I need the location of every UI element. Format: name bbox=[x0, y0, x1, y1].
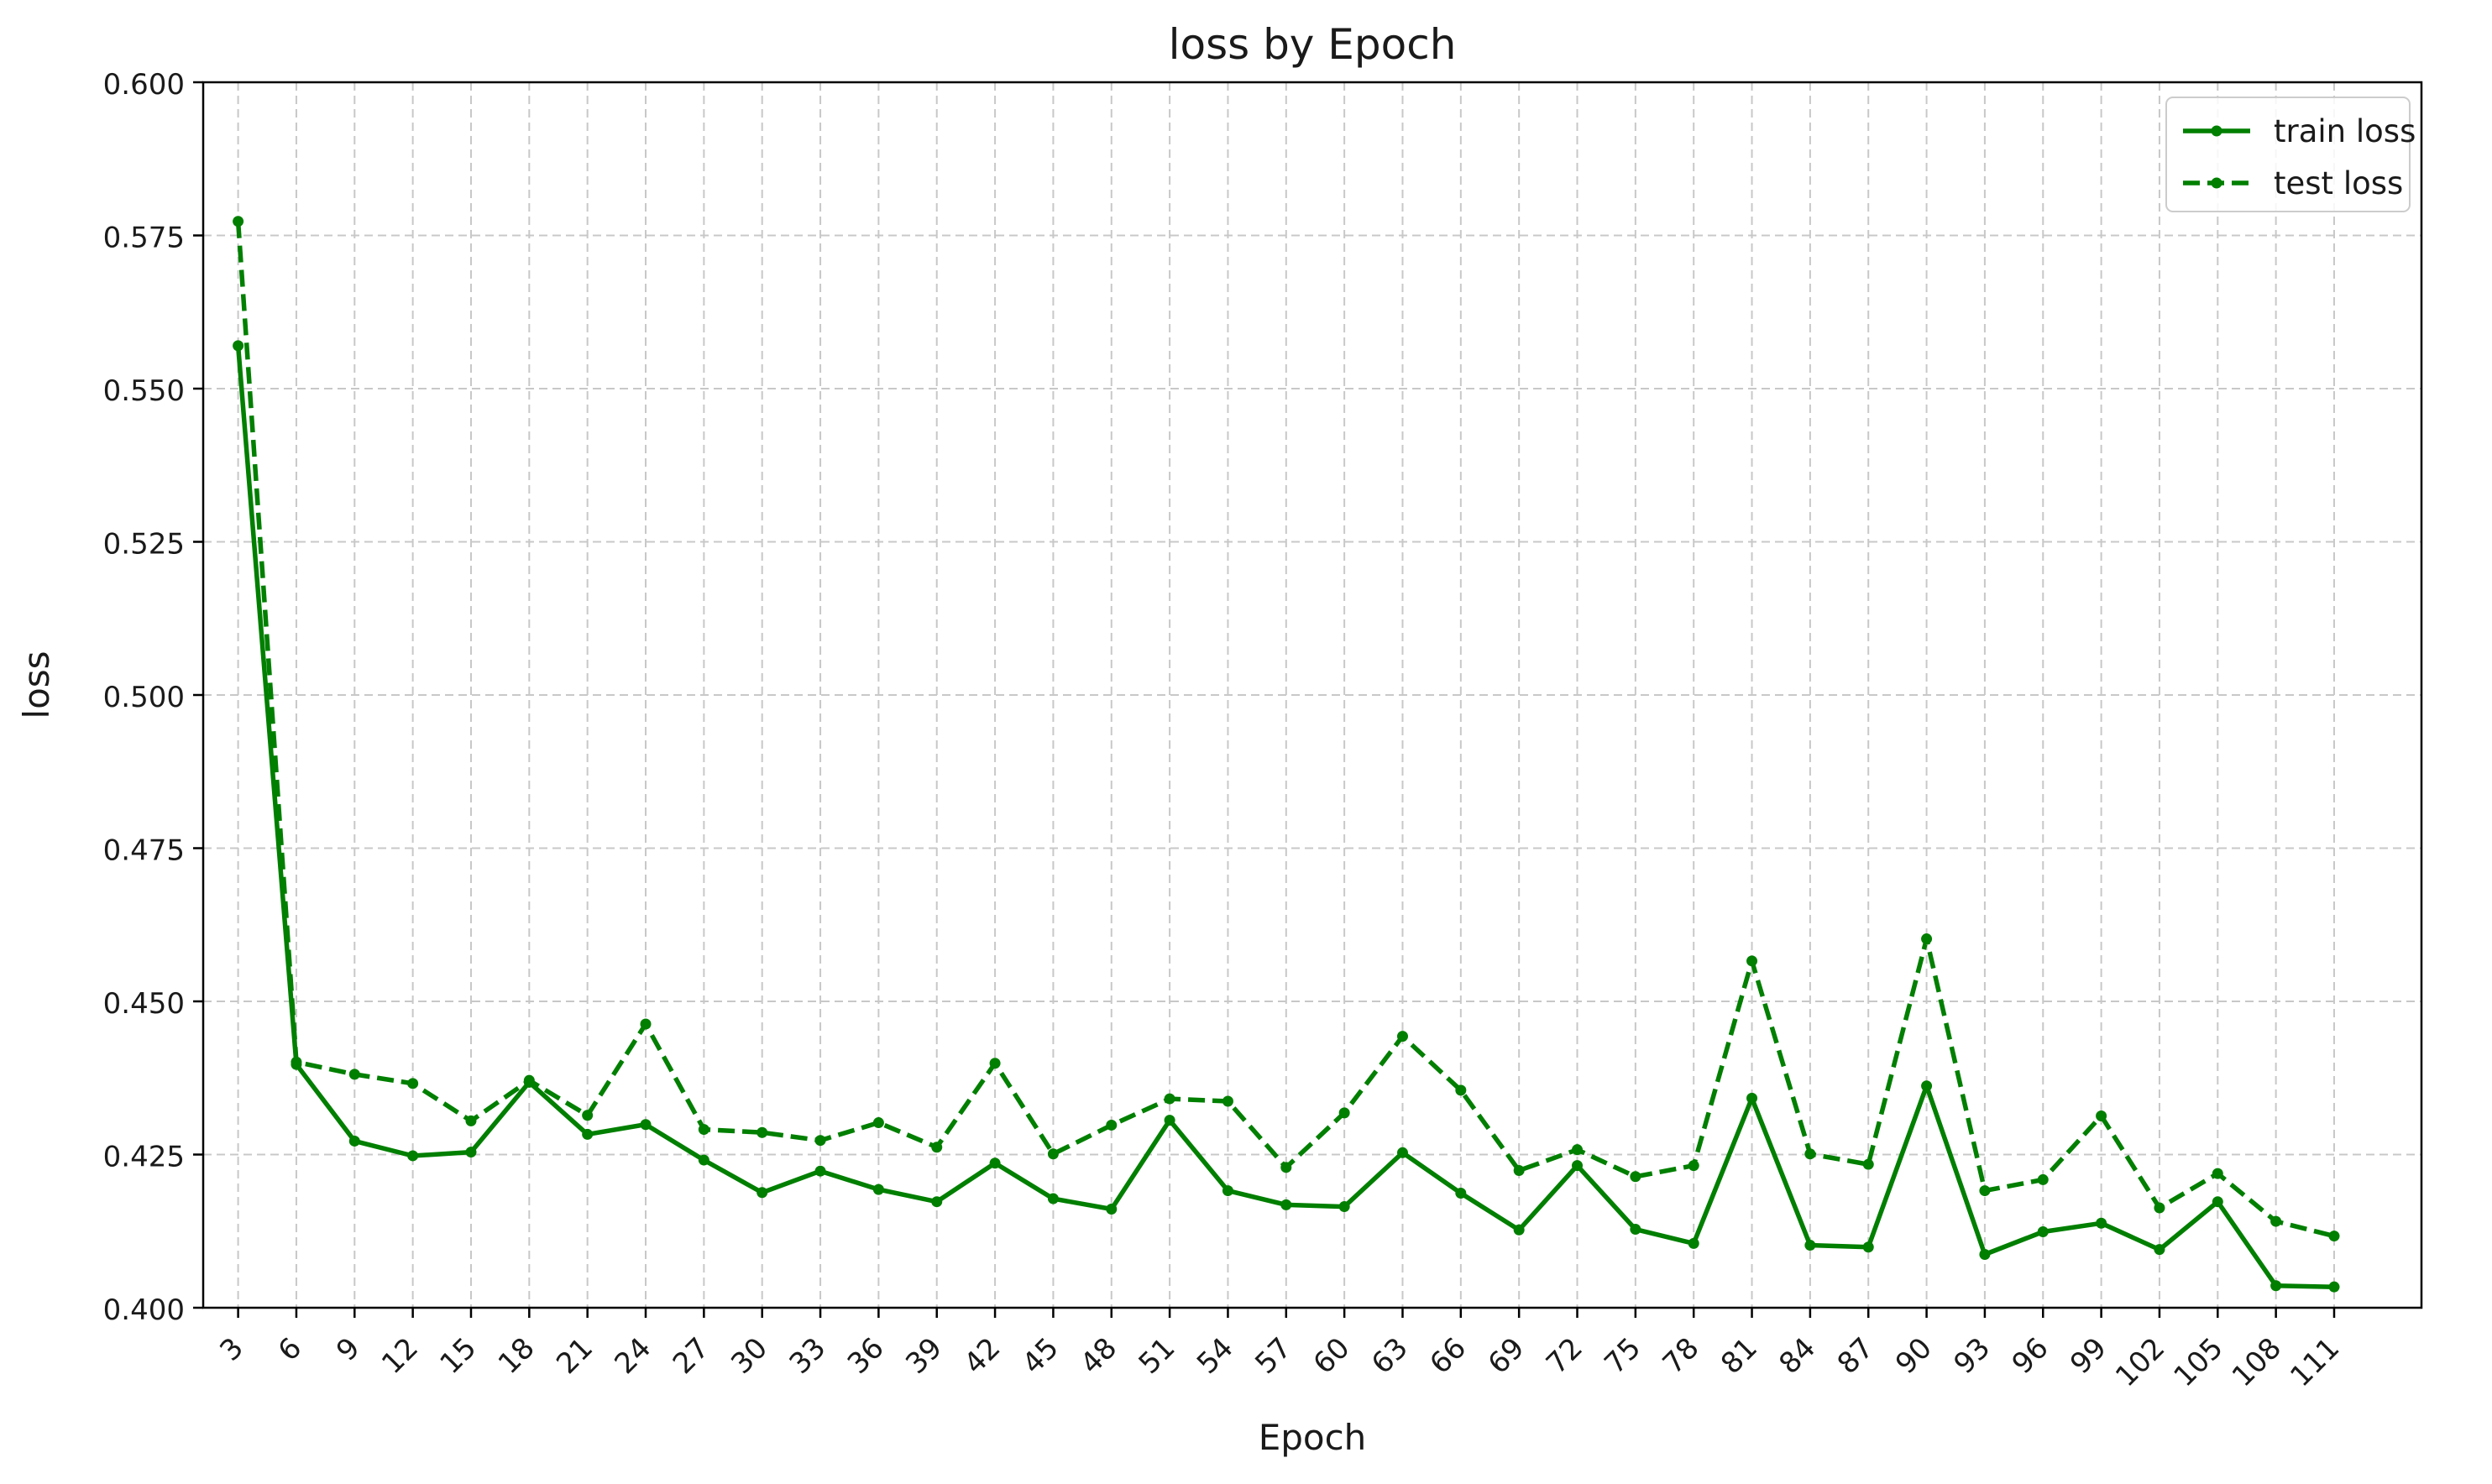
test-loss-point bbox=[2212, 1168, 2223, 1179]
legend-test-loss-label: test loss bbox=[2274, 165, 2403, 201]
train-loss-point bbox=[756, 1187, 768, 1199]
train-loss-point bbox=[465, 1147, 477, 1158]
test-loss-point bbox=[698, 1124, 709, 1136]
legend-train-loss-label: train loss bbox=[2274, 113, 2416, 149]
test-loss-point bbox=[2096, 1110, 2107, 1122]
test-loss-point bbox=[1455, 1084, 1467, 1096]
test-loss-point bbox=[348, 1069, 360, 1080]
train-loss-point bbox=[1338, 1201, 1350, 1213]
grid bbox=[203, 82, 2421, 1308]
test-loss-point bbox=[989, 1058, 1001, 1069]
test-loss-point bbox=[407, 1078, 419, 1089]
train-loss-point bbox=[1630, 1224, 1641, 1236]
train-loss-point bbox=[2037, 1225, 2049, 1237]
test-loss-point bbox=[233, 216, 244, 227]
test-loss-point bbox=[1630, 1171, 1641, 1183]
train-loss-point bbox=[2212, 1196, 2223, 1208]
test-loss-point bbox=[1280, 1162, 1292, 1173]
train-loss-point bbox=[1106, 1203, 1118, 1215]
train-loss-point bbox=[1396, 1147, 1408, 1158]
x-axis-label: Epoch bbox=[1259, 1417, 1367, 1458]
y-tick-label: 0.500 bbox=[103, 681, 185, 714]
train-loss-point bbox=[2328, 1281, 2340, 1293]
test-loss-point bbox=[756, 1126, 768, 1138]
test-loss-point bbox=[1921, 933, 1933, 945]
test-loss-point bbox=[465, 1115, 477, 1126]
train-loss-point bbox=[989, 1157, 1001, 1169]
y-axis-label: loss bbox=[16, 651, 57, 718]
legend-test-loss-marker bbox=[2211, 177, 2222, 189]
train-loss-point bbox=[2096, 1217, 2107, 1229]
chart-title: loss by Epoch bbox=[1169, 20, 1457, 69]
train-loss-point bbox=[233, 340, 244, 352]
train-loss-point bbox=[1746, 1092, 1758, 1104]
train-loss-point bbox=[2270, 1280, 2282, 1292]
train-loss-point bbox=[1513, 1224, 1525, 1236]
test-loss-point bbox=[582, 1110, 594, 1121]
train-loss-point bbox=[348, 1135, 360, 1147]
train-loss-point bbox=[1862, 1241, 1874, 1253]
test-loss-point bbox=[2154, 1202, 2165, 1214]
legend-box bbox=[2165, 97, 2411, 212]
test-loss-point bbox=[1396, 1031, 1408, 1042]
test-loss-point bbox=[2037, 1173, 2049, 1185]
test-loss-point bbox=[640, 1018, 652, 1030]
test-loss-point bbox=[872, 1117, 884, 1129]
test-loss-point bbox=[814, 1135, 826, 1147]
y-tick-label: 0.450 bbox=[103, 987, 185, 1021]
train-loss-point bbox=[1280, 1199, 1292, 1210]
y-tick-label: 0.525 bbox=[103, 528, 185, 562]
train-loss-point bbox=[1688, 1237, 1699, 1249]
test-loss-point bbox=[523, 1074, 535, 1086]
train-loss-point bbox=[698, 1154, 709, 1166]
y-tick-label: 0.550 bbox=[103, 374, 185, 408]
train-loss-point bbox=[1455, 1187, 1467, 1199]
train-loss-point bbox=[1047, 1193, 1059, 1204]
legend-train-loss-marker bbox=[2211, 125, 2222, 137]
test-loss-point bbox=[1979, 1185, 1991, 1197]
test-loss-point bbox=[1047, 1148, 1059, 1160]
train-loss-point bbox=[2154, 1244, 2165, 1256]
legend: train loss test loss bbox=[2165, 97, 2416, 212]
test-loss-point bbox=[1572, 1144, 1584, 1156]
train-loss-point bbox=[407, 1150, 419, 1162]
test-loss-point bbox=[1804, 1148, 1816, 1160]
train-loss-point bbox=[1979, 1248, 1991, 1260]
test-loss-point bbox=[1746, 955, 1758, 967]
train-loss-point bbox=[582, 1128, 594, 1140]
y-tick-label: 0.400 bbox=[103, 1293, 185, 1327]
train-loss-point bbox=[931, 1196, 943, 1208]
series-lines bbox=[233, 216, 2340, 1293]
test-loss-point bbox=[1164, 1093, 1175, 1105]
y-tick-label: 0.475 bbox=[103, 834, 185, 868]
test-loss-point bbox=[291, 1056, 302, 1068]
train-loss-point bbox=[814, 1165, 826, 1177]
train-loss-point bbox=[872, 1184, 884, 1195]
test-loss-point bbox=[1106, 1119, 1118, 1131]
test-loss-point bbox=[2328, 1231, 2340, 1242]
train-loss-point bbox=[640, 1119, 652, 1131]
y-tick-label: 0.600 bbox=[103, 68, 185, 102]
test-loss-point bbox=[1338, 1107, 1350, 1119]
y-tick-label: 0.575 bbox=[103, 222, 185, 255]
train-loss-point bbox=[1164, 1115, 1175, 1126]
train-loss-point bbox=[1804, 1240, 1816, 1251]
train-loss-point bbox=[1222, 1185, 1233, 1197]
test-loss-point bbox=[1222, 1095, 1233, 1107]
test-loss-point bbox=[1688, 1160, 1699, 1172]
y-tick-label: 0.425 bbox=[103, 1141, 185, 1174]
test-loss-point bbox=[2270, 1215, 2282, 1227]
test-loss-point bbox=[1513, 1164, 1525, 1176]
train-loss-point bbox=[1572, 1160, 1584, 1172]
test-loss-point bbox=[1862, 1158, 1874, 1170]
test-loss-point bbox=[931, 1142, 943, 1153]
train-loss-point bbox=[1921, 1080, 1933, 1092]
